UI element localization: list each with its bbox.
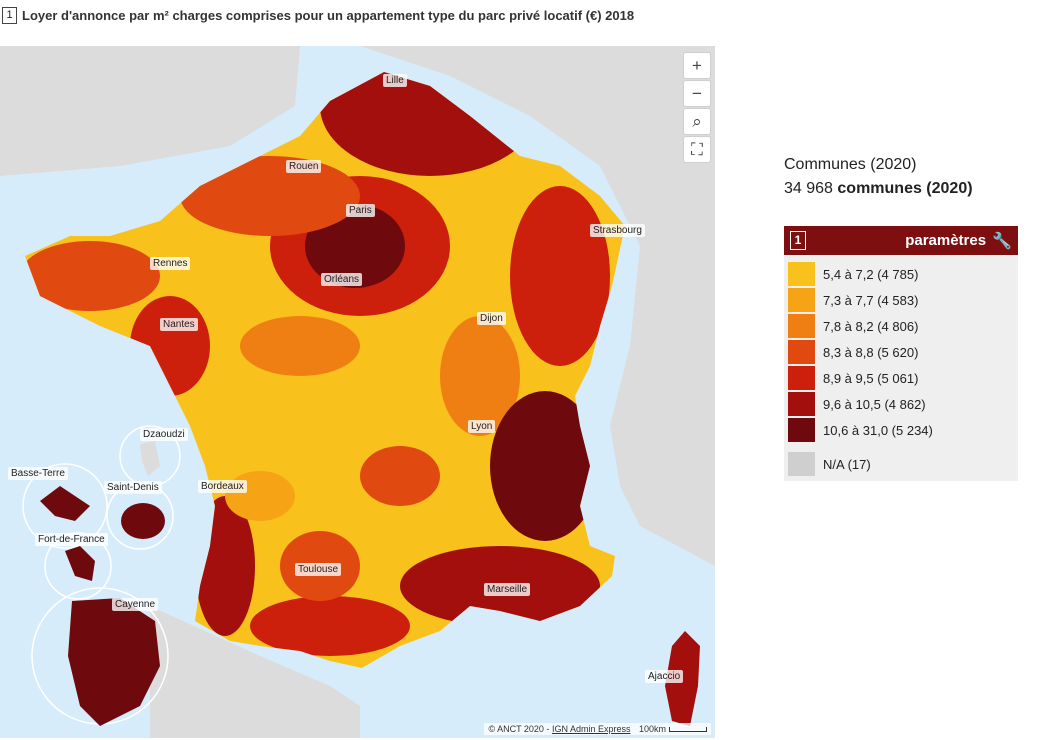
map-canvas[interactable] — [0, 46, 715, 738]
legend-header[interactable]: 1 paramètres 🔧 — [784, 226, 1018, 255]
legend-item-label: 8,3 à 8,8 (5 620) — [823, 344, 919, 360]
inset-guadeloupe[interactable] — [22, 463, 108, 549]
legend-parameters-link[interactable]: paramètres — [905, 232, 987, 249]
ign-admin-express-link[interactable]: IGN Admin Express — [551, 724, 631, 734]
communes-count-label: communes (2020) — [837, 180, 973, 197]
zoom-in-button[interactable]: + — [683, 52, 711, 79]
legend-item-label: 7,8 à 8,2 (4 806) — [823, 318, 919, 334]
attribution-text: © ANCT 2020 - — [488, 724, 552, 734]
legend-item[interactable]: 7,3 à 7,7 (4 583) — [788, 287, 1018, 313]
city-label-strasbourg: Strasbourg — [590, 224, 645, 237]
city-label-basse-terre: Basse-Terre — [8, 467, 68, 480]
legend-swatch-na — [788, 452, 815, 476]
legend-swatch — [788, 340, 815, 364]
dataset-info: Communes (2020) 34 968 communes (2020) — [784, 156, 973, 198]
wrench-icon[interactable]: 🔧 — [992, 232, 1012, 250]
city-label-orleans: Orléans — [321, 273, 363, 286]
guyane-shape — [68, 598, 160, 726]
search-icon: ⌕ — [692, 111, 702, 131]
city-label-dijon: Dijon — [477, 312, 506, 325]
zoom-out-button[interactable]: − — [683, 80, 711, 107]
legend-item[interactable]: 8,3 à 8,8 (5 620) — [788, 339, 1018, 365]
legend-swatch — [788, 366, 815, 390]
legend-swatch — [788, 418, 815, 442]
title-number-badge: 1 — [2, 6, 17, 24]
city-label-marseille: Marseille — [484, 583, 531, 596]
legend-item[interactable]: 10,6 à 31,0 (5 234) — [788, 417, 1018, 443]
england-land — [0, 46, 300, 176]
city-label-lyon: Lyon — [468, 420, 496, 433]
legend-item-na[interactable]: N/A (17) — [788, 451, 1018, 477]
legend-items: 5,4 à 7,2 (4 785) 7,3 à 7,7 (4 583) 7,8 … — [784, 255, 1018, 481]
city-label-rouen: Rouen — [286, 160, 322, 173]
legend-swatch — [788, 392, 815, 416]
scale-bar — [669, 727, 707, 733]
legend-item-label: 5,4 à 7,2 (4 785) — [823, 266, 919, 282]
legend-swatch — [788, 288, 815, 312]
territory-label: Communes (2020) — [784, 156, 917, 173]
legend-item-label: 10,6 à 31,0 (5 234) — [823, 422, 933, 438]
legend-item-label: 7,3 à 7,7 (4 583) — [823, 292, 919, 308]
minus-icon: − — [692, 83, 702, 103]
city-label-bordeaux: Bordeaux — [198, 480, 247, 493]
spain-land — [150, 606, 360, 738]
communes-count: 34 968 communes (2020) — [784, 180, 973, 198]
neighbouring-countries-east — [360, 46, 715, 566]
legend-na-label: N/A (17) — [823, 456, 871, 472]
legend-item-label: 8,9 à 9,5 (5 061) — [823, 370, 919, 386]
map-title-bar: 1 Loyer d'annonce par m² charges compris… — [2, 5, 634, 25]
map-title: Loyer d'annonce par m² charges comprises… — [22, 7, 635, 23]
map-attribution: © ANCT 2020 - IGN Admin Express 100km — [484, 723, 711, 735]
legend-item[interactable]: 7,8 à 8,2 (4 806) — [788, 313, 1018, 339]
city-label-lille: Lille — [383, 74, 407, 87]
search-button[interactable]: ⌕ — [683, 108, 711, 135]
legend-swatch — [788, 262, 815, 286]
martinique-shape — [65, 546, 95, 581]
city-label-nantes: Nantes — [160, 318, 198, 331]
reunion-shape — [121, 503, 165, 539]
communes-count-value: 34 968 — [784, 180, 833, 197]
legend-item[interactable]: 5,4 à 7,2 (4 785) — [788, 261, 1018, 287]
city-label-cayenne: Cayenne — [112, 598, 159, 611]
legend-item[interactable]: 9,6 à 10,5 (4 862) — [788, 391, 1018, 417]
city-label-saint-denis: Saint-Denis — [104, 481, 162, 494]
mayotte-shape — [140, 441, 160, 476]
guadeloupe-shape — [40, 486, 90, 521]
legend-number-badge: 1 — [790, 231, 806, 250]
city-label-fort-de-france: Fort-de-France — [35, 533, 108, 546]
city-label-ajaccio: Ajaccio — [645, 670, 684, 683]
city-label-dzaoudzi: Dzaoudzi — [140, 428, 188, 441]
legend-swatch — [788, 314, 815, 338]
city-label-toulouse: Toulouse — [295, 563, 342, 576]
city-label-paris: Paris — [346, 204, 375, 217]
city-label-rennes: Rennes — [150, 257, 191, 270]
legend-item-label: 9,6 à 10,5 (4 862) — [823, 396, 926, 412]
plus-icon: + — [692, 55, 702, 75]
choropleth-map[interactable]: Lille Rouen Paris Strasbourg Rennes Orlé… — [0, 46, 715, 738]
fullscreen-icon: ⛶ — [691, 139, 703, 159]
fullscreen-button[interactable]: ⛶ — [683, 136, 711, 163]
map-legend: 1 paramètres 🔧 5,4 à 7,2 (4 785) 7,3 à 7… — [784, 226, 1018, 481]
scale-label: 100km — [638, 724, 666, 734]
legend-item[interactable]: 8,9 à 9,5 (5 061) — [788, 365, 1018, 391]
